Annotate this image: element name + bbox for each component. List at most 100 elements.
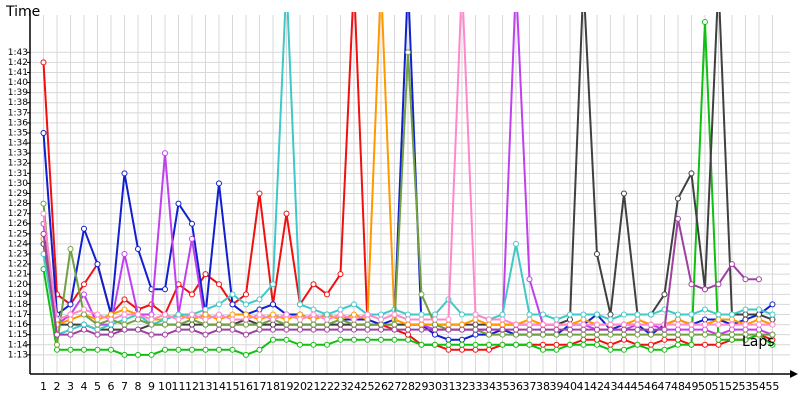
data-point <box>202 271 209 278</box>
data-point <box>188 291 195 298</box>
data-point <box>364 336 371 343</box>
data-point <box>296 326 303 333</box>
x-tick-label: 18 <box>266 380 280 393</box>
data-point <box>647 311 654 318</box>
data-point <box>256 321 263 328</box>
data-point <box>80 306 87 313</box>
data-point <box>337 326 344 333</box>
data-point <box>229 346 236 353</box>
data-point <box>769 341 776 348</box>
data-point <box>634 331 641 338</box>
data-point <box>715 321 722 328</box>
data-point <box>296 321 303 328</box>
data-point <box>472 316 479 323</box>
data-point <box>661 346 668 353</box>
data-point <box>688 341 695 348</box>
x-tick-label: 22 <box>320 380 334 393</box>
data-point <box>526 316 533 323</box>
x-tick-label: 46 <box>644 380 658 393</box>
data-point <box>269 311 276 318</box>
data-point <box>337 316 344 323</box>
data-point <box>364 316 371 323</box>
data-point <box>404 49 411 56</box>
data-point <box>526 321 533 328</box>
data-point <box>674 321 681 328</box>
data-point <box>607 326 614 333</box>
data-point <box>269 316 276 323</box>
data-point <box>445 316 452 323</box>
x-tick-label: 42 <box>590 380 604 393</box>
data-point <box>229 326 236 333</box>
data-point <box>188 346 195 353</box>
y-tick-label: 1:39 <box>8 88 28 98</box>
data-point <box>580 311 587 318</box>
data-point <box>283 326 290 333</box>
y-tick-label: 1:27 <box>8 209 28 219</box>
x-tick-label: 54 <box>752 380 766 393</box>
data-point <box>418 341 425 348</box>
x-tick-label: 51 <box>711 380 725 393</box>
data-point <box>161 150 168 157</box>
y-tick-label: 1:30 <box>8 179 28 189</box>
data-point <box>418 326 425 333</box>
data-point <box>107 346 114 353</box>
data-point <box>769 331 776 338</box>
data-point <box>337 306 344 313</box>
data-point <box>742 326 749 333</box>
data-point <box>485 341 492 348</box>
data-point <box>94 316 101 323</box>
data-point <box>728 321 735 328</box>
data-point <box>310 311 317 318</box>
data-point <box>580 336 587 343</box>
data-point <box>377 316 384 323</box>
data-point <box>202 331 209 338</box>
data-point <box>215 311 222 318</box>
y-tick-label: 1:15 <box>8 330 28 340</box>
data-point <box>769 321 776 328</box>
data-point <box>121 296 128 303</box>
data-point <box>728 311 735 318</box>
data-point <box>404 321 411 328</box>
data-point <box>701 321 708 328</box>
data-point <box>350 326 357 333</box>
data-point <box>350 336 357 343</box>
x-tick-label: 15 <box>225 380 239 393</box>
data-point <box>607 321 614 328</box>
data-point <box>499 326 506 333</box>
x-tick-label: 13 <box>198 380 212 393</box>
data-point <box>728 336 735 343</box>
data-point <box>566 316 573 323</box>
data-point <box>188 220 195 227</box>
x-tick-label: 8 <box>134 380 141 393</box>
data-point <box>229 311 236 318</box>
data-point <box>647 341 654 348</box>
data-point <box>202 321 209 328</box>
x-tick-label: 27 <box>387 380 401 393</box>
data-point <box>188 321 195 328</box>
data-point <box>688 281 695 288</box>
data-point <box>161 346 168 353</box>
x-tick-label: 35 <box>495 380 509 393</box>
x-tick-label: 33 <box>468 380 482 393</box>
x-tick-label: 12 <box>185 380 199 393</box>
data-point <box>296 311 303 318</box>
data-point <box>526 326 533 333</box>
data-point <box>67 316 74 323</box>
data-point <box>121 250 128 257</box>
y-tick-label: 1:29 <box>8 189 28 199</box>
x-tick-label: 34 <box>482 380 496 393</box>
data-point <box>94 321 101 328</box>
x-axis-title: Laps <box>742 334 775 350</box>
data-point <box>53 341 60 348</box>
data-point <box>256 346 263 353</box>
data-point <box>40 59 47 66</box>
data-point <box>647 331 654 338</box>
data-point <box>620 331 627 338</box>
y-tick-label: 1:38 <box>8 98 28 108</box>
data-point <box>431 316 438 323</box>
data-point <box>80 326 87 333</box>
data-point <box>620 190 627 197</box>
x-tick-label: 26 <box>374 380 388 393</box>
x-tick-label: 49 <box>684 380 698 393</box>
data-point <box>283 210 290 217</box>
